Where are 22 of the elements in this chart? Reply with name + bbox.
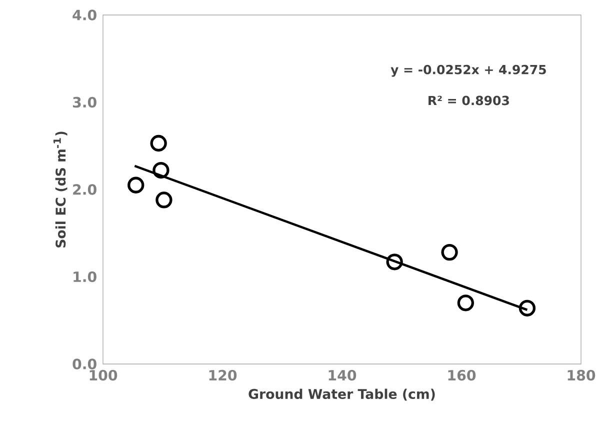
y-tick-label: 1.0 xyxy=(74,271,96,282)
point xyxy=(128,176,144,194)
point xyxy=(457,294,474,312)
x-tick-label: 180 xyxy=(568,370,596,381)
y-axis-title: Soil EC (dS m$^{-1}$) xyxy=(53,132,68,248)
annotation: R² = 0.8903 xyxy=(428,96,509,106)
y-tick-label: 2.0 xyxy=(73,184,96,195)
y-tick-label: 0.0 xyxy=(72,358,96,370)
y-tick-label: 4.0 xyxy=(72,10,96,20)
point xyxy=(518,300,536,316)
x-tick-label: 140 xyxy=(328,370,356,381)
x-tick-label: 160 xyxy=(448,370,476,381)
point xyxy=(152,162,170,179)
annotation: y = -0.0252x + 4.9275 xyxy=(390,64,546,77)
point xyxy=(441,244,458,261)
y-tick-label: 3.0 xyxy=(72,96,96,108)
point xyxy=(386,254,403,270)
point xyxy=(156,192,172,208)
x-axis-title: Ground Water Table (cm) xyxy=(248,388,435,401)
x-tick-label: 100 xyxy=(90,370,118,381)
x-tick-label: 120 xyxy=(209,370,237,381)
point xyxy=(150,134,167,152)
